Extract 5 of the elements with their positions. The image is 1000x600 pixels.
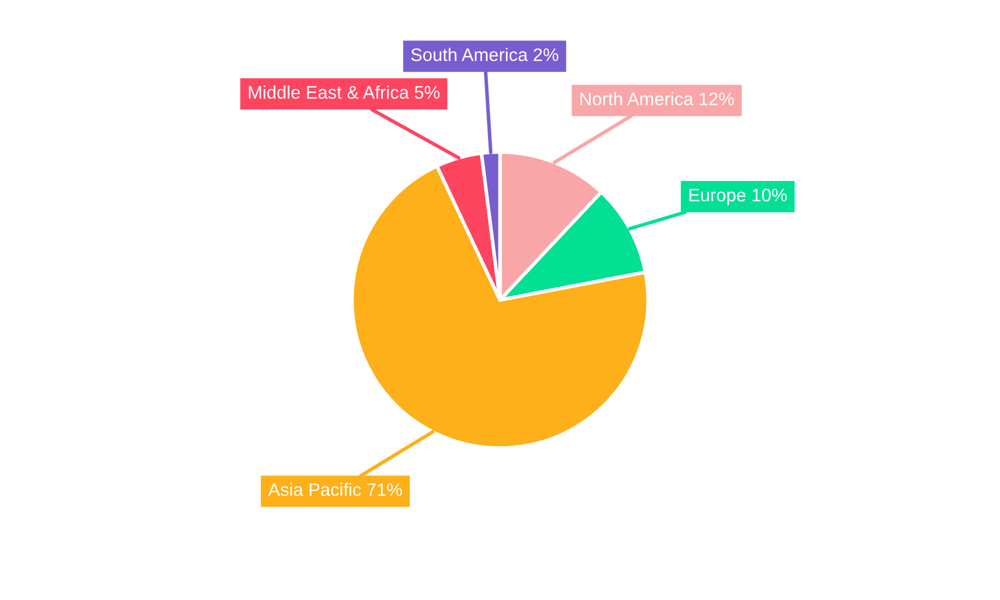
slice-label: South America 2% xyxy=(411,48,558,62)
slice-label: Asia Pacific 71% xyxy=(268,482,402,496)
slice-label: Europe 10% xyxy=(690,188,787,206)
slice-label: Middle East & Africa 5% xyxy=(248,86,440,99)
slice-label: North America 12% xyxy=(580,92,734,106)
